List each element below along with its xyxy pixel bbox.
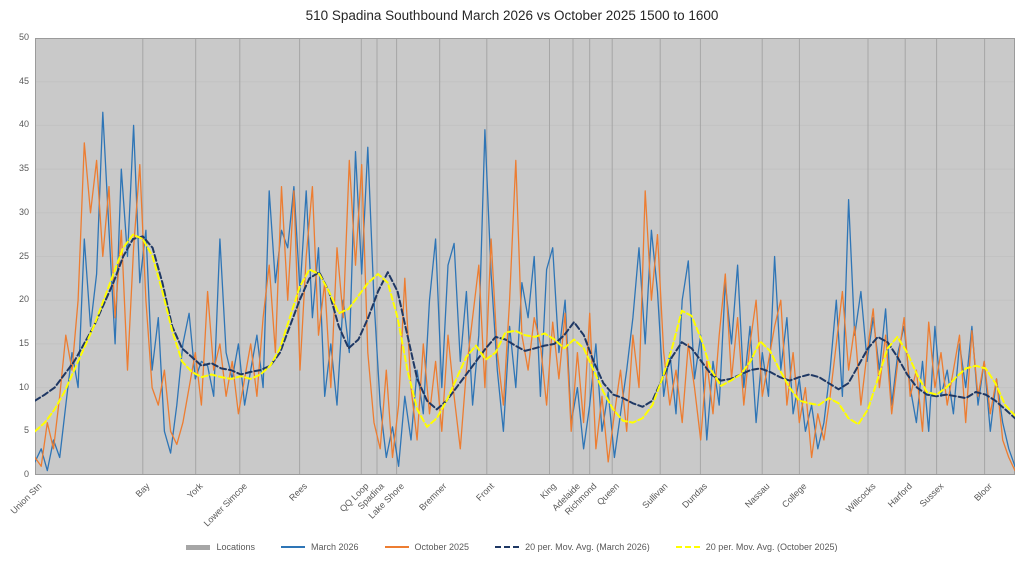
x-tick-label: York [185,481,205,501]
legend-item: October 2025 [384,542,470,552]
y-tick-label: 15 [18,337,29,348]
x-tick-label: Rees [286,481,309,503]
y-tick-label: 50 [18,32,29,42]
x-tick-label: Union Stn [9,481,45,517]
plot-svg [35,38,1015,475]
x-tick-label: Willcocks [843,481,878,515]
legend: Locations March 2026 October 2025 20 per. M… [0,542,1024,552]
series-line [35,233,1015,433]
legend-item: March 2026 [280,542,359,552]
legend-item: 20 per. Mov. Avg. (October 2025) [675,542,838,552]
plot-border [35,38,1015,475]
y-tick-label: 35 [18,163,29,174]
plot-area [35,38,1015,475]
y-tick-label: 10 [18,381,29,392]
x-tick-label: Sussex [917,481,946,509]
y-tick-label: 0 [23,469,29,479]
series-line [35,235,1015,420]
x-tick-label: Queen [595,481,622,508]
x-tick-label: Bay [133,481,152,500]
legend-swatch-solid-icon [384,546,409,548]
y-tick-label: 40 [18,119,29,130]
x-tick-label: King [538,481,559,501]
legend-swatch-dashed-icon [495,546,520,548]
legend-swatch-thick-icon [186,544,211,550]
legend-label: Locations [216,542,255,552]
legend-swatch-solid-icon [280,546,305,548]
x-tick-label: Dundas [680,481,710,511]
chart-title: 510 Spadina Southbound March 2026 vs Oct… [305,8,719,23]
legend-label: March 2026 [310,542,359,552]
x-tick-label: Nassau [742,481,772,510]
series-line [35,142,1015,472]
series-line [35,111,1015,472]
y-tick-label: 30 [18,206,29,217]
x-tick-label: Harford [886,481,915,510]
y-tick-label: 25 [18,250,29,261]
x-tick-label: Front [473,481,496,503]
legend-swatch-dashed-icon [675,546,700,548]
x-tick-label: Lower Simcoe [201,481,249,529]
legend-label: 20 per. Mov. Avg. (October 2025) [705,542,838,552]
x-tick-label: Sullivan [639,481,670,511]
y-tick-label: 45 [18,75,29,86]
y-tick-label: 5 [23,425,29,436]
legend-item: 20 per. Mov. Avg. (March 2026) [495,542,650,552]
y-tick-label: 20 [18,294,29,305]
x-tick-label: Bremner [417,481,449,513]
x-tick-label: Bloor [971,481,994,503]
legend-item: Locations [186,542,255,552]
legend-label: 20 per. Mov. Avg. (March 2026) [525,542,650,552]
x-tick-label: College [779,481,809,510]
legend-label: October 2025 [414,542,470,552]
